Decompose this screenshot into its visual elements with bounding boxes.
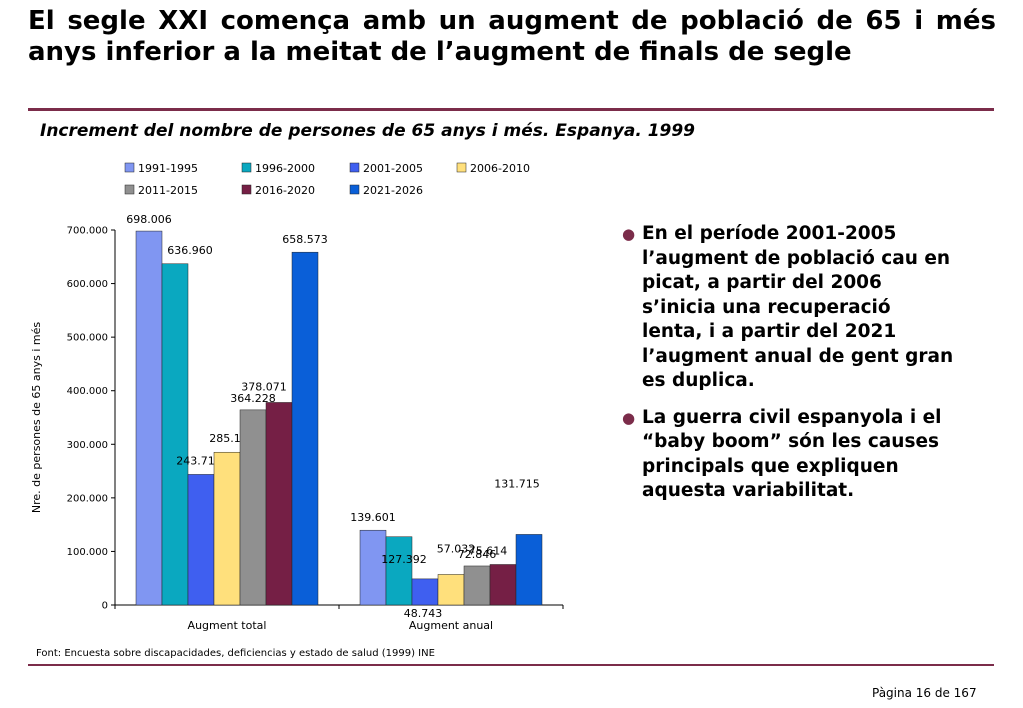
legend-swatch <box>349 184 360 195</box>
y-tick-label: 200.000 <box>67 493 108 504</box>
data-label: 72.846 <box>458 548 497 561</box>
bar <box>489 564 517 606</box>
data-label: 698.006 <box>126 213 172 226</box>
page-number: Pàgina 16 de 167 <box>872 686 977 700</box>
bullet-dot-icon: ● <box>622 225 636 243</box>
data-label: 378.071 <box>241 380 287 393</box>
bar <box>411 578 439 606</box>
bar <box>213 451 241 606</box>
slide-title: El segle XXI comença amb un augment de p… <box>28 6 996 67</box>
x-tick-label: Augment total <box>188 619 267 632</box>
legend-label: 2006-2010 <box>470 162 530 175</box>
bar <box>463 565 491 606</box>
legend-label: 2001-2005 <box>363 162 423 175</box>
y-axis-label: Nre. de persones de 65 anys i més <box>30 322 43 513</box>
bullet-item: ● En el període 2001-2005 l’augment de p… <box>622 222 957 394</box>
data-label: 243.717 <box>176 454 222 467</box>
legend-swatch <box>124 184 135 195</box>
bar <box>135 230 163 606</box>
data-label: 658.573 <box>282 233 328 246</box>
bar <box>239 409 267 606</box>
legend-swatch <box>456 162 467 173</box>
y-tick-label: 300.000 <box>67 440 108 451</box>
title-rule <box>28 108 994 111</box>
data-label: 139.601 <box>350 511 396 524</box>
data-label: 364.228 <box>230 392 276 405</box>
bar <box>161 263 189 606</box>
footer-rule <box>28 664 994 666</box>
data-label: 57.032 <box>437 542 476 555</box>
legend-swatch <box>241 162 252 173</box>
source-note: Font: Encuesta sobre discapacidades, def… <box>36 648 435 659</box>
legend-swatch <box>349 162 360 173</box>
bar-chart: 0 100.000 200.000 300.000 400.000 500.000 600.… <box>30 162 564 632</box>
bullet-dot-icon: ● <box>622 408 636 427</box>
legend-swatch <box>241 184 252 195</box>
data-label: 127.392 <box>381 553 427 566</box>
data-label: 48.743 <box>404 607 443 620</box>
legend-label: 2016-2020 <box>255 184 315 197</box>
bullet-item: ● La guerra civil espanyola i el “baby b… <box>622 406 957 504</box>
bar <box>265 402 293 606</box>
bullet-text: La guerra civil espanyola i el “baby boo… <box>642 406 942 502</box>
bar <box>437 574 465 606</box>
data-label: 75.614 <box>469 544 508 557</box>
y-tick-label: 0 <box>102 601 108 612</box>
data-label: 131.715 <box>494 477 540 490</box>
y-tick-label: 700.000 <box>67 226 108 237</box>
legend-label: 1991-1995 <box>138 162 198 175</box>
y-tick-label: 400.000 <box>67 386 108 397</box>
bullet-list: ● En el període 2001-2005 l’augment de p… <box>622 222 957 516</box>
legend-swatch <box>124 162 135 173</box>
bar <box>359 529 387 606</box>
y-tick-label: 100.000 <box>67 547 108 558</box>
x-tick-label: Augment anual <box>409 619 493 632</box>
bar <box>515 534 543 606</box>
bullet-text: En el període 2001-2005 l’augment de pob… <box>642 223 954 391</box>
data-label: 636.960 <box>167 244 213 257</box>
chart-subtitle: Increment del nombre de persones de 65 a… <box>40 121 696 141</box>
y-tick-label: 500.000 <box>67 333 108 344</box>
bar <box>385 536 413 606</box>
legend-label: 2011-2015 <box>138 184 198 197</box>
legend-label: 1996-2000 <box>255 162 315 175</box>
bar <box>291 251 319 606</box>
bar <box>187 474 215 606</box>
y-tick-label: 600.000 <box>67 279 108 290</box>
legend-label: 2021-2026 <box>363 184 423 197</box>
